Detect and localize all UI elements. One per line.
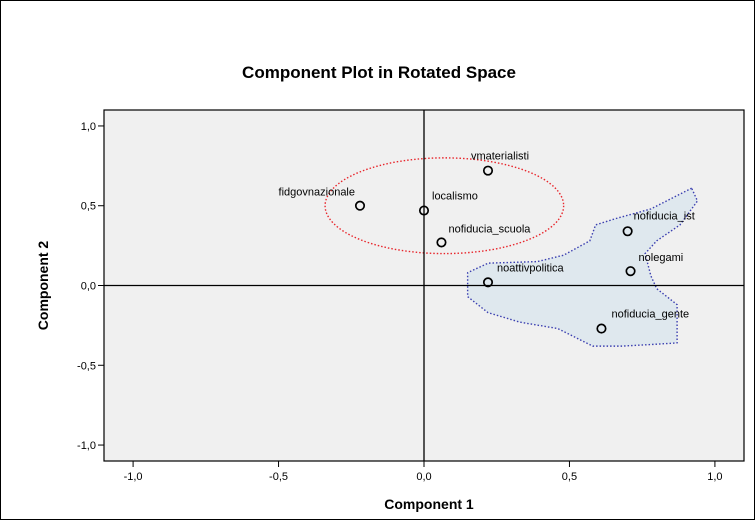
highlight-ellipse (324, 157, 565, 255)
x-tick-label: 1,0 (707, 471, 722, 483)
data-point (482, 165, 494, 176)
point-label: nofiducia_ist (634, 210, 695, 222)
y-axis-title: Component 2 (35, 241, 51, 331)
data-point (622, 226, 633, 237)
y-tick-label: -0,5 (77, 360, 96, 372)
point-label: nolegami (639, 252, 684, 264)
point-label: noattivpolitica (497, 262, 565, 274)
data-point (354, 200, 366, 211)
y-tick-label: 0,5 (81, 201, 96, 213)
point-label: fidgovnazionale (279, 187, 355, 199)
data-point (625, 266, 636, 277)
point-label: nofiducia_gente (611, 309, 689, 321)
point-label: vmaterialisti (471, 151, 529, 163)
data-point (482, 277, 494, 288)
data-point (418, 205, 430, 216)
point-label: nofiducia_scuola (448, 223, 531, 235)
x-tick-label: -1,0 (124, 471, 143, 483)
y-tick-label: -1,0 (77, 440, 96, 452)
x-axis-title: Component 1 (384, 496, 474, 512)
point-label: localismo (432, 191, 478, 203)
data-point (436, 237, 447, 248)
data-point (596, 323, 607, 334)
x-tick-label: 0,5 (562, 471, 577, 483)
y-tick-label: 1,0 (81, 121, 96, 133)
chart-title: Component Plot in Rotated Space (242, 63, 516, 82)
y-tick-label: 0,0 (81, 281, 96, 293)
highlight-region (466, 187, 699, 347)
x-tick-label: 0,0 (416, 471, 431, 483)
x-tick-label: -0,5 (269, 471, 288, 483)
